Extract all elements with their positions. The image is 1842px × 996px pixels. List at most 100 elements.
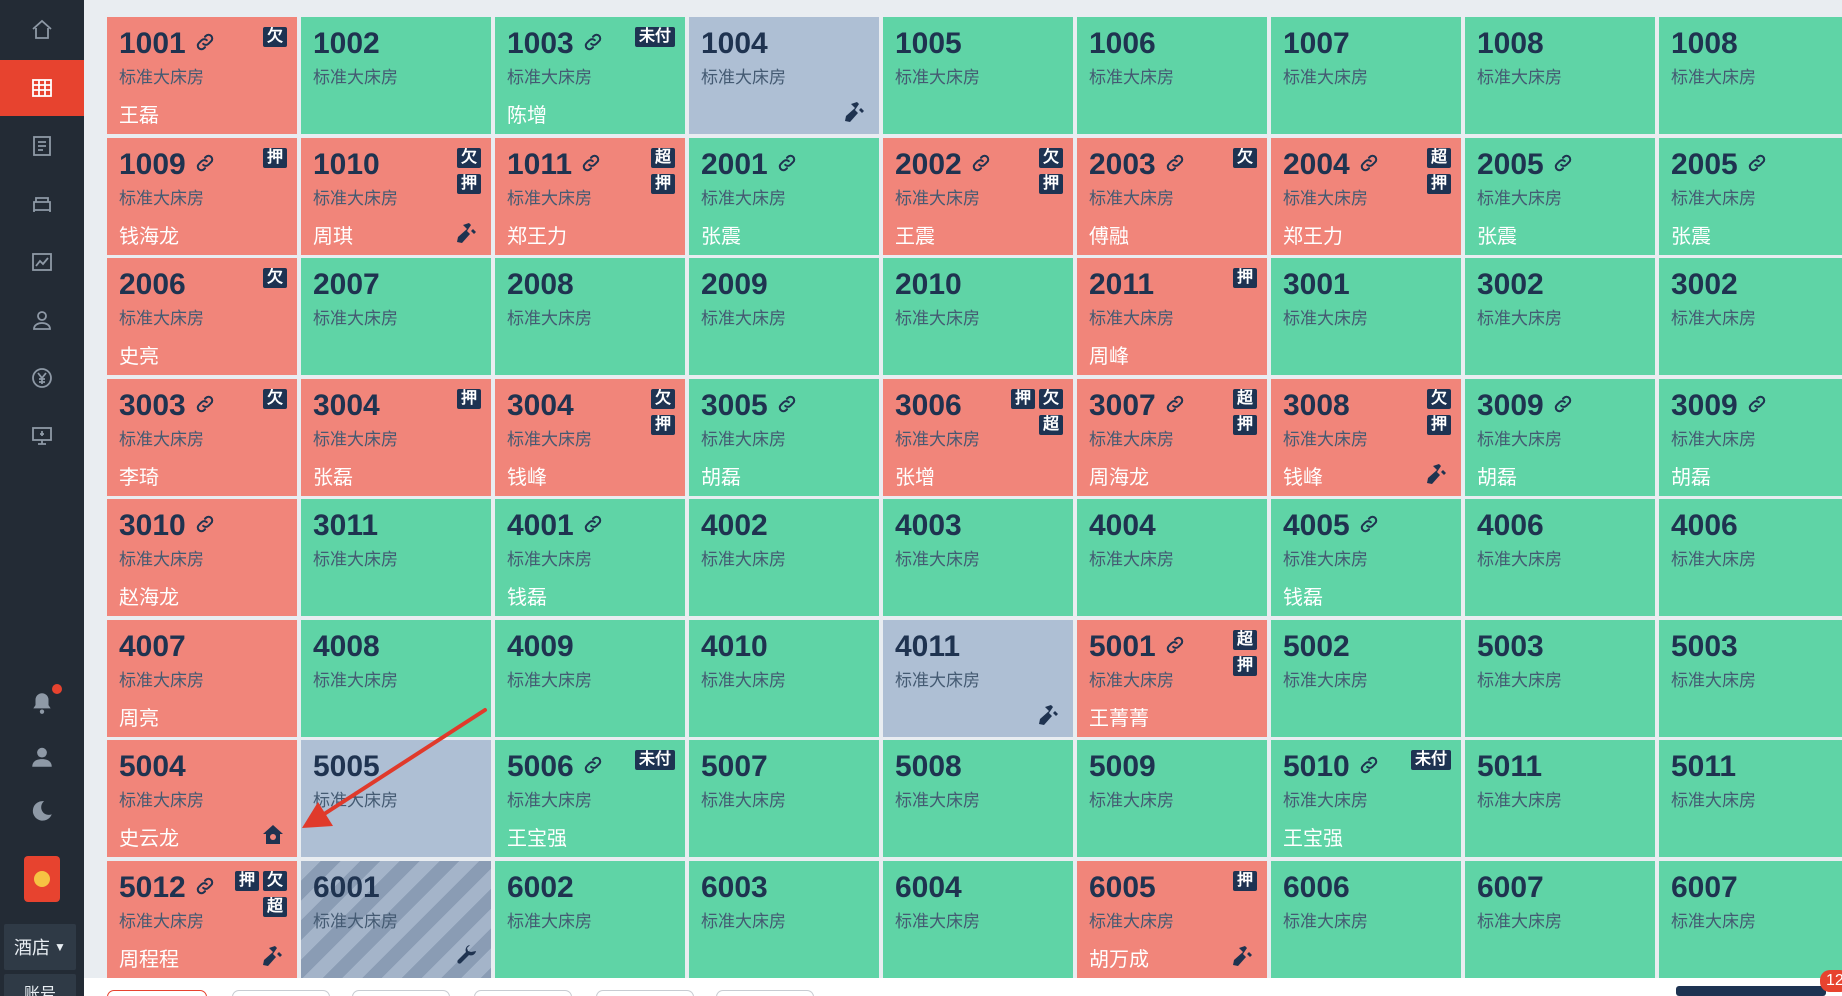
room-card[interactable]: 3001 标准大床房: [1271, 258, 1461, 375]
room-card[interactable]: 4007 标准大床房 周亮: [107, 619, 297, 737]
room-card[interactable]: 1008 标准大床房: [1465, 17, 1655, 134]
room-card[interactable]: 3009 标准大床房 胡磊: [1465, 378, 1655, 496]
room-card[interactable]: 6006 标准大床房: [1271, 860, 1461, 978]
room-card[interactable]: 6005 标准大床房 胡万成 押: [1077, 860, 1267, 978]
room-card[interactable]: 3010 标准大床房 赵海龙: [107, 499, 297, 616]
room-card[interactable]: 4008 标准大床房: [301, 619, 491, 737]
filter-tab-4[interactable]: [474, 990, 572, 996]
nav-finance[interactable]: [0, 350, 84, 406]
room-type: 标准大床房: [119, 309, 204, 328]
room-card[interactable]: 3008 标准大床房 钱峰 欠押: [1271, 378, 1461, 496]
nav-screen[interactable]: [0, 408, 84, 464]
room-card[interactable]: 5007 标准大床房: [689, 740, 879, 857]
room-card[interactable]: 3002 标准大床房: [1465, 258, 1655, 375]
room-card[interactable]: 3004 标准大床房 张磊 押: [301, 378, 491, 496]
room-card[interactable]: 5008 标准大床房: [883, 740, 1073, 857]
filter-tab-6[interactable]: [716, 990, 814, 996]
filter-tab-5[interactable]: [596, 990, 694, 996]
room-card[interactable]: 4004 标准大床房: [1077, 499, 1267, 616]
filter-tab-1[interactable]: [107, 990, 207, 996]
room-card[interactable]: 1001 标准大床房 王磊 欠: [107, 17, 297, 134]
room-card[interactable]: 2007 标准大床房: [301, 258, 491, 375]
room-card[interactable]: 6007 标准大床房: [1465, 860, 1655, 978]
room-card[interactable]: 2004 标准大床房 郑王力 超押: [1271, 137, 1461, 255]
room-card[interactable]: 1008 标准大床房: [1659, 17, 1842, 134]
room-card[interactable]: 4002 标准大床房: [689, 499, 879, 616]
room-card[interactable]: 2009 标准大床房: [689, 258, 879, 375]
room-card[interactable]: 2001 标准大床房 张震: [689, 137, 879, 255]
nav-rooms[interactable]: [0, 176, 84, 232]
room-card[interactable]: 5012 标准大床房 周程程 押欠超: [107, 860, 297, 978]
nav-reports[interactable]: [0, 234, 84, 290]
room-card[interactable]: 4010 标准大床房: [689, 619, 879, 737]
gift-button[interactable]: [0, 850, 84, 908]
room-card[interactable]: 5010 标准大床房 王宝强 未付: [1271, 740, 1461, 857]
room-card[interactable]: 6002 标准大床房: [495, 860, 685, 978]
room-card[interactable]: 5003 标准大床房: [1659, 619, 1842, 737]
room-card[interactable]: 1010 标准大床房 周琪 欠押: [301, 137, 491, 255]
room-card[interactable]: 6003 标准大床房: [689, 860, 879, 978]
status-badge: 押: [1426, 414, 1451, 435]
contact-button[interactable]: [0, 734, 84, 780]
room-card[interactable]: 6004 标准大床房: [883, 860, 1073, 978]
room-card[interactable]: 3011 标准大床房: [301, 499, 491, 616]
hotel-switcher[interactable]: 酒店 ▼: [4, 924, 76, 970]
room-card[interactable]: 1005 标准大床房: [883, 17, 1073, 134]
room-card[interactable]: 2002 标准大床房 王震 欠押: [883, 137, 1073, 255]
room-number: 2003: [1089, 148, 1267, 182]
room-card[interactable]: 1009 标准大床房 钱海龙 押: [107, 137, 297, 255]
room-card[interactable]: 4009 标准大床房: [495, 619, 685, 737]
room-card[interactable]: 2005 标准大床房 张震: [1465, 137, 1655, 255]
room-card[interactable]: 5011 标准大床房: [1465, 740, 1655, 857]
room-card[interactable]: 4001 标准大床房 钱磊: [495, 499, 685, 616]
room-card[interactable]: 3003 标准大床房 李琦 欠: [107, 378, 297, 496]
filter-tab-2[interactable]: [232, 990, 330, 996]
room-card[interactable]: 2010 标准大床房: [883, 258, 1073, 375]
room-card[interactable]: 1007 标准大床房: [1271, 17, 1461, 134]
room-card[interactable]: 3005 标准大床房 胡磊: [689, 378, 879, 496]
room-card[interactable]: 4003 标准大床房: [883, 499, 1073, 616]
room-card[interactable]: 4006 标准大床房: [1659, 499, 1842, 616]
bottom-right-control[interactable]: [1676, 986, 1826, 996]
guest-name: 史亮: [119, 346, 159, 368]
room-card[interactable]: 3004 标准大床房 钱峰 欠押: [495, 378, 685, 496]
room-card[interactable]: 5009 标准大床房: [1077, 740, 1267, 857]
room-card[interactable]: 6007 标准大床房: [1659, 860, 1842, 978]
room-type: 标准大床房: [1477, 550, 1562, 569]
room-card[interactable]: 1006 标准大床房: [1077, 17, 1267, 134]
room-card[interactable]: 5001 标准大床房 王菁菁 超押: [1077, 619, 1267, 737]
room-card[interactable]: 3002 标准大床房: [1659, 258, 1842, 375]
room-number: 4002: [701, 509, 768, 542]
room-card[interactable]: 5003 标准大床房: [1465, 619, 1655, 737]
room-card[interactable]: 3009 标准大床房 胡磊: [1659, 378, 1842, 496]
nav-home[interactable]: [0, 2, 84, 58]
nav-orders[interactable]: [0, 118, 84, 174]
filter-tab-3[interactable]: [352, 990, 450, 996]
room-card[interactable]: 1004 标准大床房: [689, 17, 879, 134]
room-card[interactable]: 4011 标准大床房: [883, 619, 1073, 737]
room-card[interactable]: 5011 标准大床房: [1659, 740, 1842, 857]
moon-icon: [32, 801, 52, 821]
room-card[interactable]: 1003 标准大床房 陈增 未付: [495, 17, 685, 134]
room-card[interactable]: 2005 标准大床房 张震: [1659, 137, 1842, 255]
account-button[interactable]: 账号: [4, 974, 76, 996]
room-card[interactable]: 6001 标准大床房: [301, 860, 491, 978]
night-audit-button[interactable]: [0, 788, 84, 834]
room-card[interactable]: 2008 标准大床房: [495, 258, 685, 375]
room-card[interactable]: 2003 标准大床房 傅融 欠: [1077, 137, 1267, 255]
nav-room-grid[interactable]: [0, 60, 84, 116]
room-card[interactable]: 5004 标准大床房 史云龙: [107, 740, 297, 857]
room-card[interactable]: 2006 标准大床房 史亮 欠: [107, 258, 297, 375]
room-card[interactable]: 3006 标准大床房 张增 押欠超: [883, 378, 1073, 496]
notification-button[interactable]: [0, 680, 84, 726]
room-card[interactable]: 2011 标准大床房 周峰 押: [1077, 258, 1267, 375]
room-card[interactable]: 4005 标准大床房 钱磊: [1271, 499, 1461, 616]
room-card[interactable]: 1002 标准大床房: [301, 17, 491, 134]
room-card[interactable]: 3007 标准大床房 周海龙 超押: [1077, 378, 1267, 496]
room-card[interactable]: 5006 标准大床房 王宝强 未付: [495, 740, 685, 857]
room-card[interactable]: 5005 标准大床房: [301, 740, 491, 857]
room-card[interactable]: 4006 标准大床房: [1465, 499, 1655, 616]
room-card[interactable]: 1011 标准大床房 郑王力 超押: [495, 137, 685, 255]
room-card[interactable]: 5002 标准大床房: [1271, 619, 1461, 737]
nav-members[interactable]: [0, 292, 84, 348]
